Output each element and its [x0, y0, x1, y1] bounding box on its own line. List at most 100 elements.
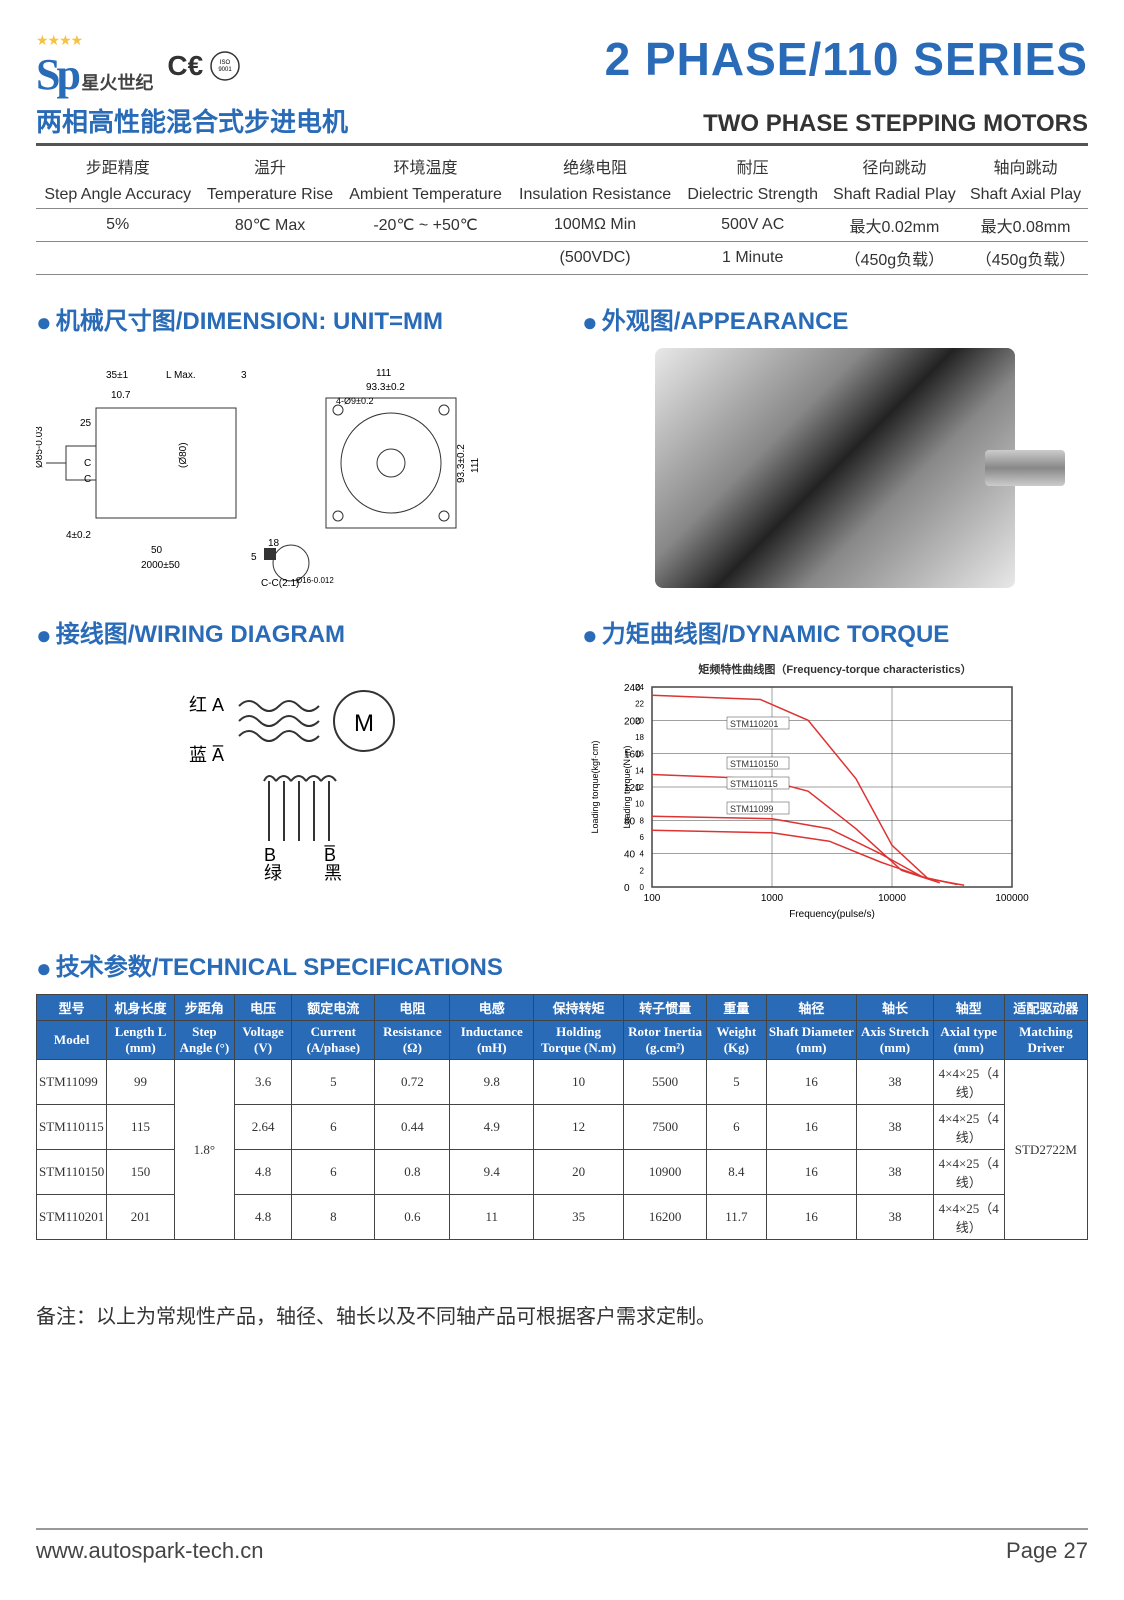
spec-cell: STM110115	[37, 1105, 107, 1150]
param-header: Insulation Resistance	[510, 182, 679, 209]
svg-text:(Ø80): (Ø80)	[178, 443, 189, 469]
svg-text:35±1: 35±1	[106, 370, 129, 381]
param-header: 轴向跳动	[963, 150, 1088, 182]
spec-cell: 6	[292, 1150, 375, 1195]
spec-cell: 201	[107, 1195, 175, 1240]
spec-header-cn: 转子惯量	[623, 995, 706, 1021]
spec-cell: 11	[450, 1195, 534, 1240]
wiring-diagram: 红 A 蓝 A̅ M B B̅ 绿 黑	[36, 661, 542, 886]
spec-cell: 35	[534, 1195, 624, 1240]
spec-cell: 7500	[623, 1105, 706, 1150]
svg-text:93.3±0.2: 93.3±0.2	[456, 444, 467, 483]
spec-cell: 8	[292, 1195, 375, 1240]
spec-cell: 4.8	[234, 1150, 291, 1195]
spec-cell: 11.7	[707, 1195, 766, 1240]
spec-table: 型号机身长度步距角电压额定电流电阻电感保持转矩转子惯量重量轴径轴长轴型适配驱动器…	[36, 994, 1088, 1240]
spec-cell: 38	[857, 1150, 934, 1195]
spec-header-cn: 适配驱动器	[1004, 995, 1087, 1021]
subhead: 两相高性能混合式步进电机 TWO PHASE STEPPING MOTORS	[36, 102, 1088, 146]
param-value: 500V AC	[680, 209, 826, 242]
svg-text:10.7: 10.7	[111, 390, 131, 401]
svg-text:14: 14	[635, 767, 644, 776]
spec-cell: 16	[766, 1105, 857, 1150]
param-header: 绝缘电阻	[510, 150, 679, 182]
svg-text:5: 5	[251, 552, 257, 563]
svg-text:C: C	[84, 474, 91, 485]
spec-cell: 3.6	[234, 1060, 291, 1105]
svg-text:L Max.: L Max.	[166, 370, 196, 381]
svg-text:绿: 绿	[264, 863, 282, 881]
subhead-en: TWO PHASE STEPPING MOTORS	[703, 110, 1088, 138]
specs-title: ●技术参数/TECHNICAL SPECIFICATIONS	[36, 947, 1088, 984]
spec-header-cn: 电阻	[375, 995, 450, 1021]
iso-icon: ISO9001	[209, 50, 241, 82]
spec-cell: 16	[766, 1150, 857, 1195]
param-header: 耐压	[680, 150, 826, 182]
params-table: 步距精度温升环境温度绝缘电阻耐压径向跳动轴向跳动 Step Angle Accu…	[36, 150, 1088, 275]
note-text: 备注：以上为常规性产品，轴径、轴长以及不同轴产品可根据客户需求定制。	[36, 1300, 1088, 1329]
spec-header-en: Resistance (Ω)	[375, 1021, 450, 1060]
logo-sp: Sp	[36, 50, 77, 99]
param-header: Shaft Axial Play	[963, 182, 1088, 209]
spec-cell: 8.4	[707, 1150, 766, 1195]
spec-header-en: Current (A/phase)	[292, 1021, 375, 1060]
svg-text:18: 18	[268, 538, 280, 549]
torque-chart: 矩频特性曲线图（Frequency-torque characteristics…	[582, 661, 1088, 921]
svg-text:111: 111	[470, 458, 481, 474]
spec-header-en: Holding Torque (N.m)	[534, 1021, 624, 1060]
footer-url: www.autospark-tech.cn	[36, 1538, 263, 1564]
spec-cell: 99	[107, 1060, 175, 1105]
svg-text:50: 50	[151, 545, 163, 556]
spec-cell: 5	[292, 1060, 375, 1105]
spec-cell: 12	[534, 1105, 624, 1150]
footer-page: Page 27	[1006, 1538, 1088, 1564]
svg-text:6: 6	[640, 833, 645, 842]
spec-cell: 0.8	[375, 1150, 450, 1195]
spec-cell: STM110150	[37, 1150, 107, 1195]
svg-text:Frequency(pulse/s): Frequency(pulse/s)	[789, 909, 875, 920]
param-value	[199, 242, 340, 275]
spec-cell: 10	[534, 1060, 624, 1105]
spec-cell: 0.6	[375, 1195, 450, 1240]
svg-text:黑: 黑	[324, 863, 342, 881]
spec-header-cn: 保持转矩	[534, 995, 624, 1021]
spec-header-cn: 电感	[450, 995, 534, 1021]
param-value: 1 Minute	[680, 242, 826, 275]
svg-text:10: 10	[635, 800, 644, 809]
spec-header-en: Weight (Kg)	[707, 1021, 766, 1060]
spec-cell: 4×4×25（4线）	[933, 1105, 1004, 1150]
svg-text:STM110115: STM110115	[730, 779, 778, 789]
spec-header-cn: 额定电流	[292, 995, 375, 1021]
svg-text:9001: 9001	[219, 67, 233, 73]
param-header: 步距精度	[36, 150, 199, 182]
dimension-diagram: 35±1 L Max. 3 10.7 25 Ø85-0.03 C C 4±0.2…	[36, 348, 542, 588]
spec-header-cn: 机身长度	[107, 995, 175, 1021]
spec-header-en: Shaft Diameter (mm)	[766, 1021, 857, 1060]
param-value: （450g负载）	[826, 242, 963, 275]
spec-cell: 6	[707, 1105, 766, 1150]
spec-cell: 16200	[623, 1195, 706, 1240]
svg-text:C-C(2:1): C-C(2:1)	[261, 578, 299, 588]
spec-cell: STM110201	[37, 1195, 107, 1240]
param-value: 5%	[36, 209, 199, 242]
svg-text:STM11099: STM11099	[730, 804, 773, 814]
param-header: 温升	[199, 150, 340, 182]
spec-cell: 10900	[623, 1150, 706, 1195]
spec-cell: 9.8	[450, 1060, 534, 1105]
param-header: Temperature Rise	[199, 182, 340, 209]
spec-cell: 5500	[623, 1060, 706, 1105]
svg-text:STM110201: STM110201	[730, 719, 778, 729]
svg-text:B: B	[264, 845, 276, 865]
svg-text:3: 3	[241, 370, 247, 381]
svg-text:111: 111	[376, 368, 392, 379]
svg-text:24: 24	[635, 683, 644, 692]
spec-cell: 4.9	[450, 1105, 534, 1150]
svg-text:C: C	[84, 458, 91, 469]
spec-header-en: Inductance (mH)	[450, 1021, 534, 1060]
svg-text:1000: 1000	[761, 893, 784, 904]
spec-cell: 6	[292, 1105, 375, 1150]
svg-text:B̅: B̅	[324, 845, 336, 865]
dimension-title: ●机械尺寸图/DIMENSION: UNIT=MM	[36, 301, 542, 338]
svg-text:18: 18	[635, 733, 644, 742]
svg-text:红 A: 红 A	[189, 695, 224, 715]
